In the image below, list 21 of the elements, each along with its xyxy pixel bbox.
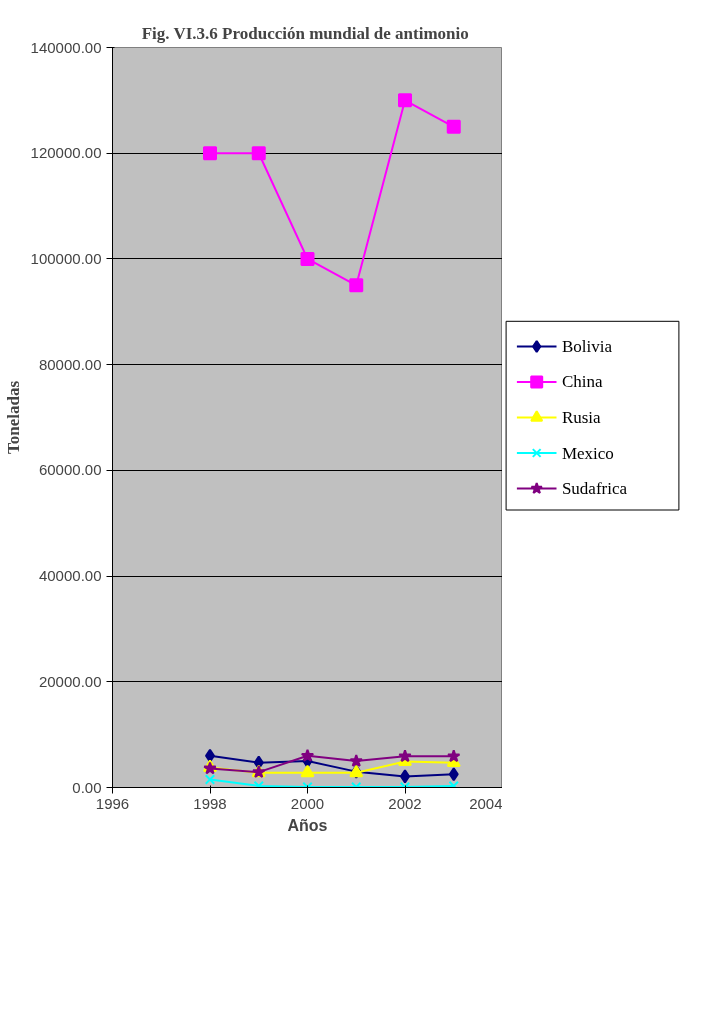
legend-label: Mexico	[561, 443, 614, 463]
x-tick-label: 1996	[95, 794, 130, 812]
y-tick-label: 0.00	[72, 778, 102, 796]
y-tick-label: 40000.00	[38, 567, 102, 585]
x-tick-label: 2004	[469, 794, 503, 812]
x-tick-label: 2000	[290, 794, 325, 812]
chart-title: Fig. VI.3.6 Producción mundial de antimonio	[141, 23, 469, 43]
y-tick-label: 140000.00	[30, 38, 102, 56]
legend-label: Rusia	[561, 408, 602, 427]
x-axis-title: Años	[287, 816, 328, 834]
y-tick-label: 80000.00	[38, 355, 102, 373]
legend-label: Sudafrica	[561, 479, 628, 499]
y-tick-label: 60000.00	[38, 461, 102, 479]
x-tick-label: 1998	[193, 794, 227, 812]
y-axis-title: Toneladas	[3, 380, 23, 455]
y-tick-label: 100000.00	[30, 249, 102, 267]
y-tick-label: 20000.00	[38, 672, 102, 690]
legend-label: China	[561, 372, 603, 392]
x-tick-label: 2002	[388, 794, 422, 812]
legend-label: Bolivia	[561, 336, 613, 356]
y-tick-label: 120000.00	[30, 144, 102, 162]
